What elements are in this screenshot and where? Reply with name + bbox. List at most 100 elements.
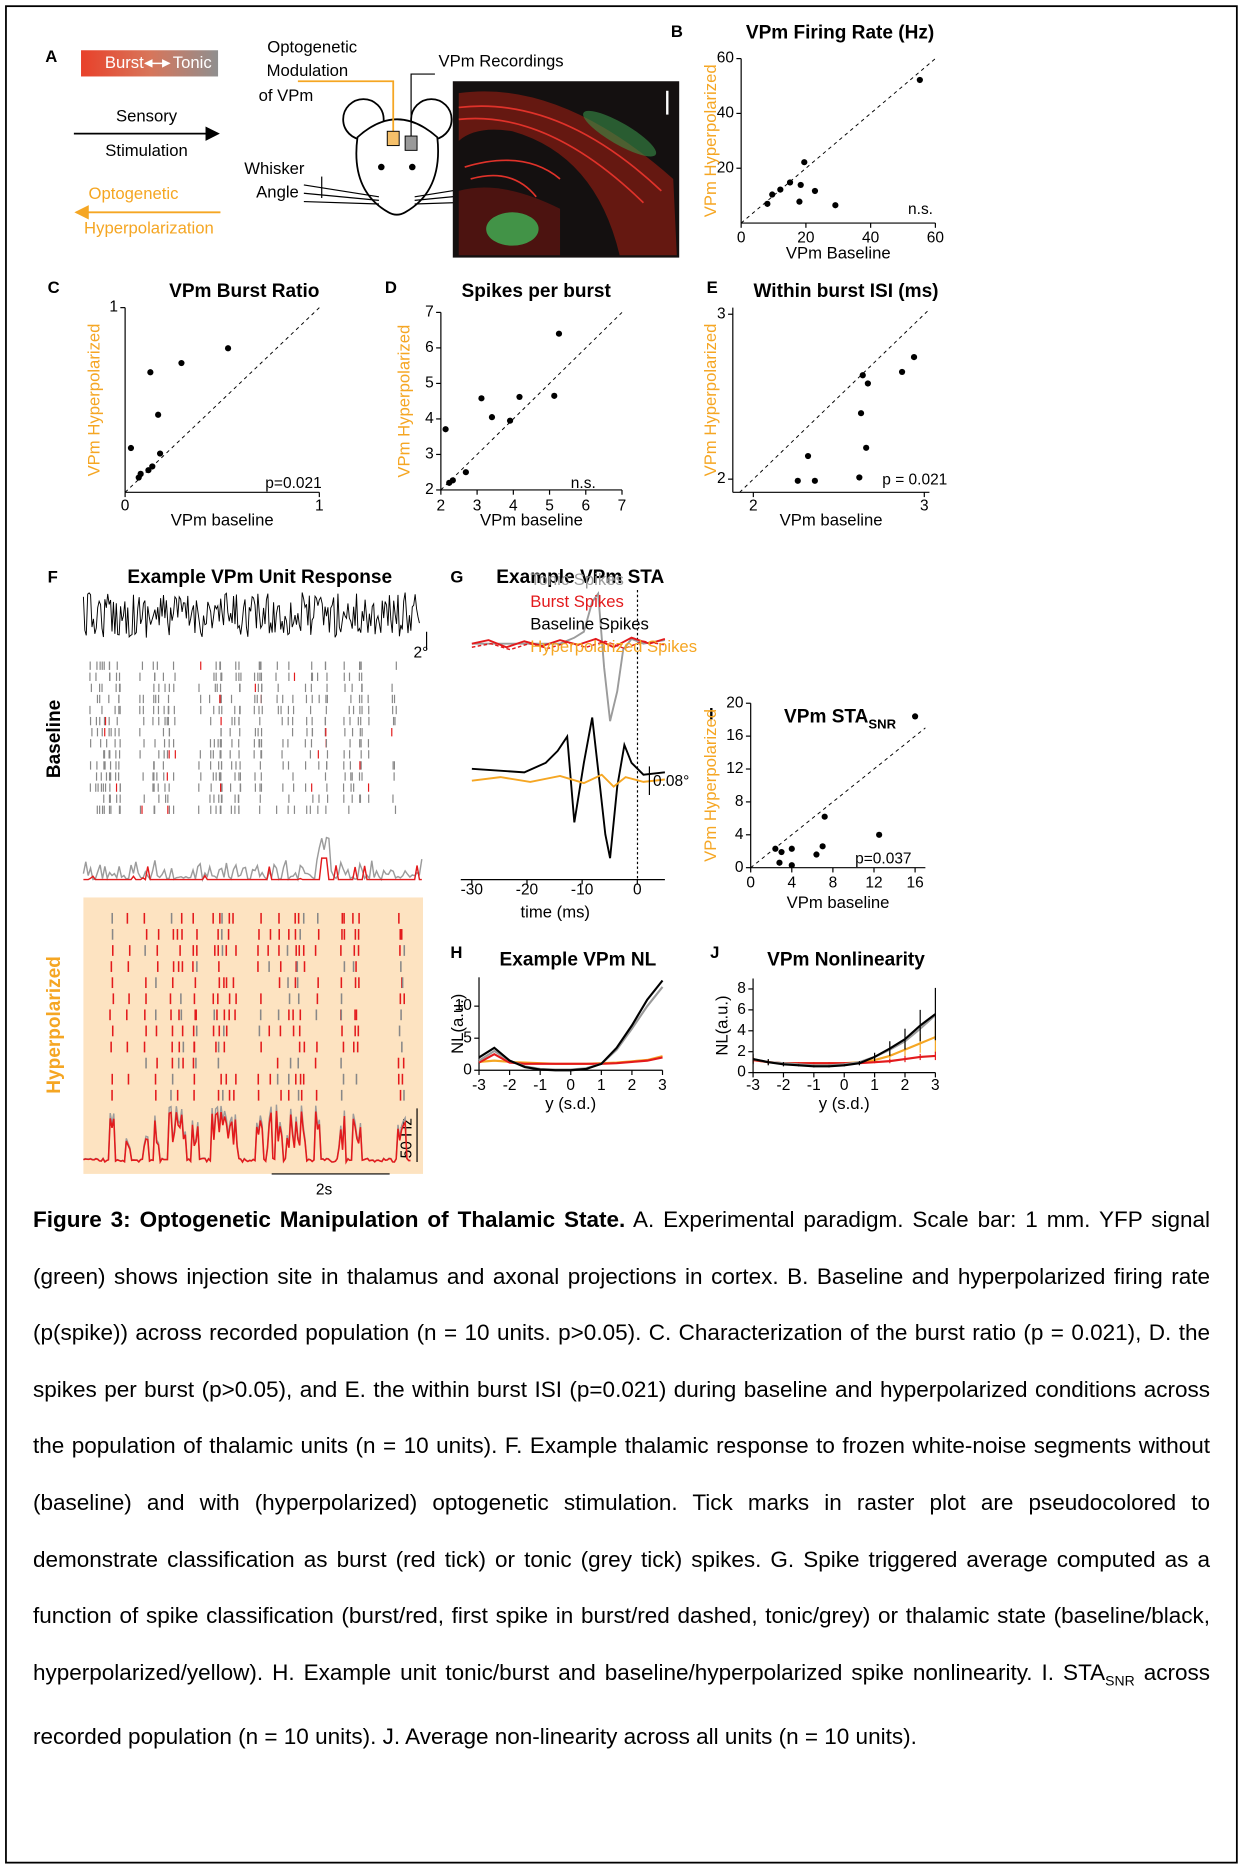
y-axis-label: VPm Hyperpolarized [701,709,720,862]
chart-title: Spikes per burst [462,281,612,302]
y-tick-label: 3 [717,305,726,322]
panel-label: F [48,568,58,587]
title-text: VPm Burst Ratio [169,281,319,302]
y-tick-label: 6 [425,339,434,356]
panel-label: B [671,22,683,41]
caption-text: across recorded population (n = 10 units… [33,1659,1210,1749]
scatter-point [127,444,135,452]
x-tick-label: 8 [829,874,838,891]
identity-line [750,727,926,869]
annotation: n.s. [571,475,596,492]
scatter-point [856,474,863,481]
x-tick-label: 12 [865,874,882,891]
x-tick-label: -30 [461,881,483,898]
y-tick-label: 20 [717,159,734,176]
y-tick-label: 8 [735,793,744,810]
legend-entry: Hyperpolarized Spikes [530,637,697,656]
scatter-point [488,414,496,421]
modulation-label: Modulation [267,61,349,80]
scatter-point [910,354,918,361]
scatter-point [788,862,795,869]
title-text: Within burst ISI (ms) [754,281,939,302]
identity-line [739,308,930,493]
y-tick-label: 0 [463,1061,472,1078]
electrode-tip [404,135,418,151]
scatter-point [863,444,870,451]
legend-entry: Burst Spikes [530,592,624,611]
panel-label: A [45,47,57,66]
x-tick-label: 1 [315,498,324,515]
scatter-point [772,845,779,852]
x-tick-label: 16 [906,874,923,891]
x-axis-label: VPm baseline [171,510,274,529]
scatter-point [916,76,923,84]
title-text: VPm Nonlinearity [767,950,925,971]
caption-title: Figure 3: Optogenetic Manipulation of Th… [33,1207,626,1232]
y-axis-label: NL(a.u.) [448,994,467,1054]
scatter-point [442,426,449,433]
y-axis-label: VPm Hyperpolarized [701,324,720,477]
scatter-point [813,851,820,858]
nl-curve [478,979,664,1072]
x-tick-label: 2 [749,498,758,515]
psth-trace [83,857,422,881]
x-axis-label: VPm baseline [787,893,890,912]
opto-label: Hyperpolarization [84,218,214,237]
y-tick-label: 16 [726,727,743,744]
scatter-point [801,159,808,166]
modulation-label: Optogenetic [267,37,357,56]
legend-entry: Tonic Spikes [530,570,624,589]
y-tick-label: 12 [726,760,743,777]
scatter-point [796,198,803,205]
y-tick-label: 0 [735,859,744,876]
nl-curve [478,1052,663,1065]
tonic-label: Tonic [173,53,212,72]
burst-label: Burst [105,53,144,72]
panel-title: Example VPm STA [496,567,664,588]
y-tick-label: 4 [425,410,434,427]
sta-trace [471,640,666,651]
time-scale-label: 2s [316,1182,333,1199]
chart-title: Within burst ISI (ms) [754,281,939,302]
scatter-point [149,463,156,470]
scatter-point [155,411,162,418]
y-axis-label: VPm Hyperpolarized [85,324,104,477]
x-tick-label: -2 [777,1077,791,1094]
scatter-point [478,395,485,402]
scatter-point [912,713,919,720]
figure-border [5,5,1238,1864]
x-tick-label: 6 [581,498,590,515]
annotation: p=0.021 [265,475,321,492]
scatter-point [778,848,785,856]
recordings-label: VPm Recordings [438,52,563,71]
y-tick-label: 8 [737,980,746,997]
y-tick-label: 4 [737,1022,746,1039]
scatter-point [506,417,514,424]
stimulus-trace [82,592,420,638]
sta-trace [471,773,666,788]
title-text: Spikes per burst [462,281,612,302]
y-tick-label: 60 [717,50,734,67]
title-text: VPm STA [784,707,869,728]
y-tick-label: 7 [425,303,434,320]
sta-trace [471,590,666,722]
y-tick-label: 2 [717,470,726,487]
x-tick-label: 60 [927,230,944,247]
psth-trace [83,1110,411,1165]
x-axis-label: time (ms) [521,902,590,921]
scatter-point [555,330,563,337]
x-axis-label: VPm baseline [480,510,583,529]
y-tick-label: 6 [737,1001,746,1018]
x-tick-label: 7 [618,498,627,515]
x-tick-label: 2 [628,1077,637,1094]
identity-line [440,312,623,491]
legend-entry: Baseline Spikes [530,614,649,633]
scatter-point [551,392,558,399]
scatter-point [145,467,152,474]
x-tick-label: 2 [901,1077,910,1094]
x-tick-label: 3 [658,1077,667,1094]
annotation: n.s. [908,201,933,218]
x-tick-label: 0 [737,230,746,247]
